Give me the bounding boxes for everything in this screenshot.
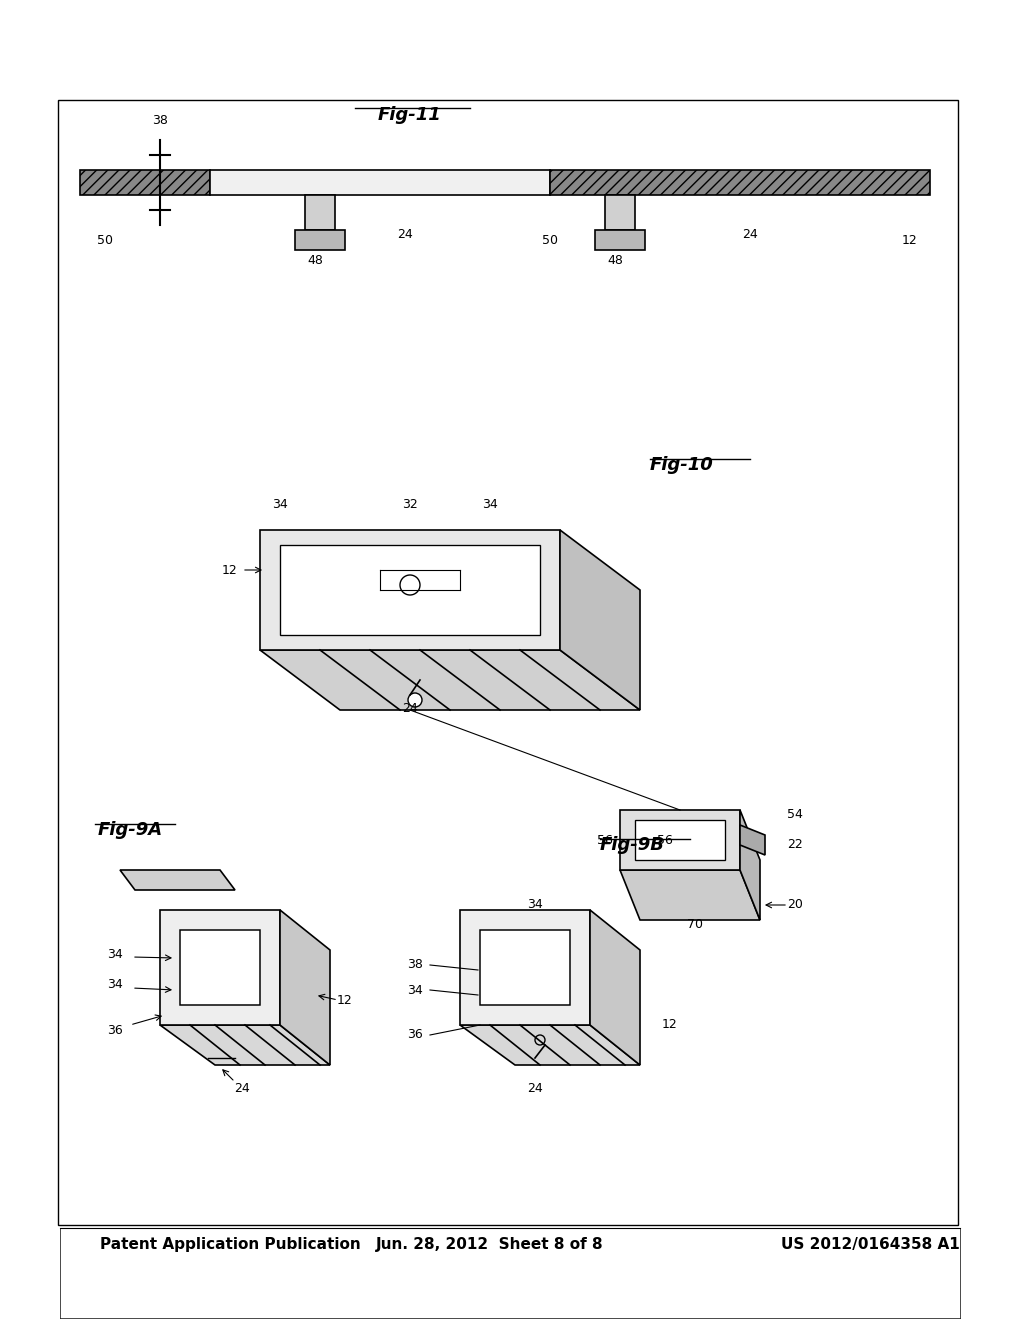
- Polygon shape: [460, 1026, 640, 1065]
- Text: 34: 34: [108, 978, 123, 991]
- Polygon shape: [590, 909, 640, 1065]
- Text: 12: 12: [222, 564, 238, 577]
- Text: 56: 56: [657, 833, 673, 846]
- Text: 24: 24: [742, 228, 758, 242]
- Text: 34: 34: [272, 499, 288, 511]
- Polygon shape: [605, 195, 635, 230]
- Text: 34: 34: [527, 899, 543, 912]
- Polygon shape: [260, 649, 640, 710]
- Polygon shape: [160, 1026, 330, 1065]
- Text: 24: 24: [397, 228, 413, 242]
- Text: 36: 36: [108, 1023, 123, 1036]
- Polygon shape: [260, 531, 560, 649]
- Text: 38: 38: [408, 958, 423, 972]
- Text: Patent Application Publication: Patent Application Publication: [100, 1238, 360, 1253]
- Text: 20: 20: [787, 899, 803, 912]
- Text: 12: 12: [902, 234, 918, 247]
- Text: Fig-11: Fig-11: [378, 106, 442, 124]
- Polygon shape: [550, 170, 930, 195]
- Circle shape: [408, 693, 422, 708]
- Polygon shape: [80, 170, 210, 195]
- Polygon shape: [635, 820, 725, 861]
- Bar: [58, 100, 958, 1225]
- Polygon shape: [560, 531, 640, 710]
- Text: 54: 54: [787, 808, 803, 821]
- Polygon shape: [595, 230, 645, 249]
- Polygon shape: [480, 931, 570, 1005]
- Text: 34: 34: [482, 499, 498, 511]
- Text: 36: 36: [408, 1028, 423, 1041]
- Text: 32: 32: [402, 499, 418, 511]
- Text: 48: 48: [607, 253, 623, 267]
- Polygon shape: [620, 870, 760, 920]
- Text: 50: 50: [97, 234, 113, 247]
- Text: Fig-9B: Fig-9B: [600, 836, 665, 854]
- Polygon shape: [460, 909, 590, 1026]
- Text: 50: 50: [542, 234, 558, 247]
- Polygon shape: [120, 870, 234, 890]
- Polygon shape: [280, 909, 330, 1065]
- Polygon shape: [740, 825, 765, 855]
- Polygon shape: [180, 931, 260, 1005]
- Text: 12: 12: [663, 1019, 678, 1031]
- Text: 38: 38: [152, 114, 168, 127]
- Text: Fig-9A: Fig-9A: [97, 821, 163, 840]
- Text: 24: 24: [527, 1081, 543, 1094]
- Text: 56: 56: [597, 833, 613, 846]
- Text: Jun. 28, 2012  Sheet 8 of 8: Jun. 28, 2012 Sheet 8 of 8: [376, 1238, 604, 1253]
- Text: 22: 22: [787, 838, 803, 851]
- Polygon shape: [160, 909, 280, 1026]
- Text: Fig-10: Fig-10: [650, 455, 714, 474]
- Text: 34: 34: [108, 949, 123, 961]
- Polygon shape: [620, 810, 740, 870]
- Text: 70: 70: [687, 919, 703, 932]
- Polygon shape: [305, 195, 335, 230]
- Text: 34: 34: [408, 983, 423, 997]
- Text: 12: 12: [337, 994, 353, 1006]
- Polygon shape: [295, 230, 345, 249]
- Text: 48: 48: [307, 253, 323, 267]
- Text: 24: 24: [234, 1081, 250, 1094]
- Polygon shape: [280, 545, 540, 635]
- Polygon shape: [740, 810, 760, 920]
- Text: US 2012/0164358 A1: US 2012/0164358 A1: [780, 1238, 959, 1253]
- Text: 24: 24: [402, 702, 418, 715]
- Polygon shape: [210, 170, 550, 195]
